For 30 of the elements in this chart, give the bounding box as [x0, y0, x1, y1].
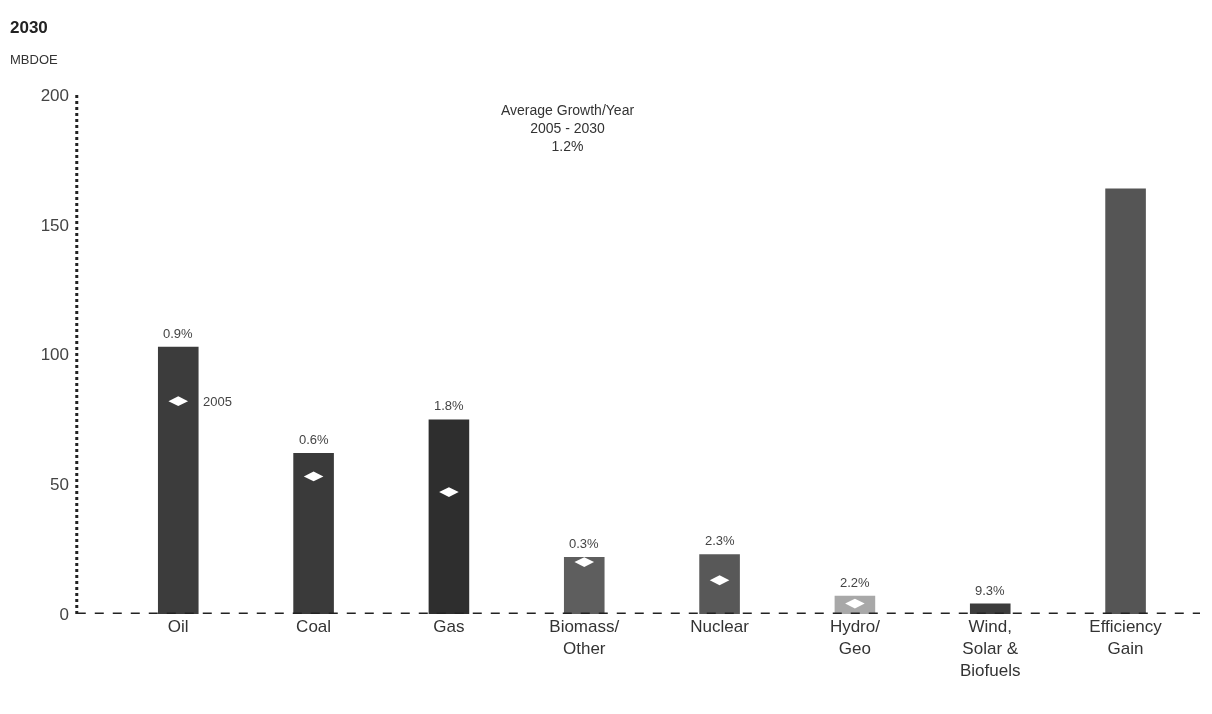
x-tick-label: Coal: [296, 617, 332, 636]
annotation: 0.3%: [569, 536, 600, 551]
series-label: 2005: [203, 394, 232, 409]
bar: [969, 603, 1011, 614]
x-tick-label: Gas: [433, 617, 465, 636]
y-tick-label: 200: [40, 85, 69, 105]
y-tick-label: 150: [40, 215, 69, 235]
x-tick-label: Wind, Solar & Biofuels: [960, 617, 1021, 681]
chart-title: 2030: [10, 18, 48, 37]
y-axis-title: MBDOE: [10, 52, 58, 67]
bar: [1105, 188, 1146, 614]
bar: [157, 346, 199, 614]
annotation: 0.6%: [299, 432, 330, 447]
annotation: 0.9%: [163, 326, 194, 341]
bar: [293, 453, 334, 614]
x-tick-label: Efficiency Gain: [1089, 617, 1163, 659]
x-tick-label: Biomass/ Other: [549, 617, 620, 659]
x-tick-label: Nuclear: [690, 617, 750, 636]
annotation: Average Growth/Year 2005 - 2030 1.2%: [501, 102, 635, 155]
annotation: 9.3%: [975, 583, 1006, 598]
y-tick-label: 0: [59, 604, 69, 624]
annotation: 2.3%: [705, 533, 736, 548]
annotation: 1.8%: [434, 398, 465, 413]
bar: [699, 554, 740, 614]
annotation: 2.2%: [840, 575, 871, 590]
x-tick-label: Hydro/ Geo: [829, 617, 881, 659]
x-tick-label: Oil: [167, 617, 189, 636]
y-tick-label: 50: [50, 475, 69, 495]
y-tick-label: 100: [40, 345, 69, 365]
bar: [563, 556, 605, 614]
